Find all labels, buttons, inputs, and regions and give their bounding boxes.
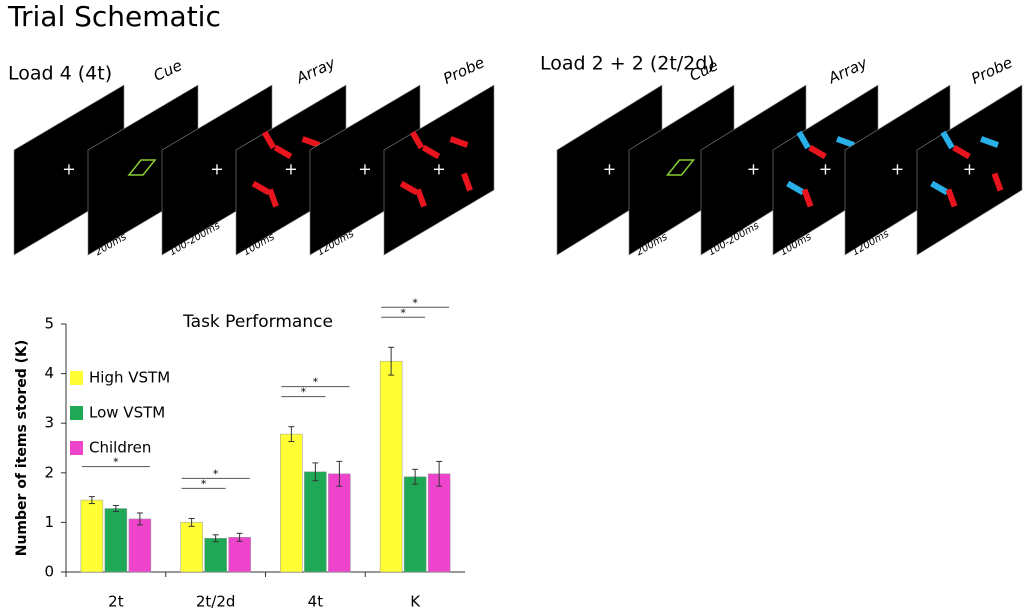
schematic-label: Load 4 (4t) [8, 63, 112, 85]
bar [129, 519, 151, 572]
legend-swatch [70, 406, 83, 420]
y-tick-label: 2 [44, 463, 54, 481]
significance-label: * [400, 306, 406, 319]
legend-label: Low VSTM [89, 404, 165, 422]
figure: Trial Schematic Load 4 (4t) Load 2 + 2 (… [0, 0, 1026, 611]
frame-label: Probe [968, 53, 1015, 88]
legend-swatch [70, 441, 83, 455]
bar [380, 361, 402, 572]
bar [181, 522, 203, 572]
frame-label: Probe [440, 53, 487, 88]
x-tick-label: 2t [108, 593, 124, 611]
y-tick-label: 3 [44, 414, 54, 432]
significance-label: * [201, 477, 207, 490]
fixation: + [819, 160, 832, 179]
bar [205, 538, 227, 572]
fixation: + [891, 160, 904, 179]
y-tick-label: 5 [44, 315, 54, 333]
y-tick-label: 1 [44, 513, 54, 531]
legend-label: Children [89, 439, 151, 457]
chart-title: Task Performance [182, 312, 333, 332]
bar [105, 509, 127, 572]
frame-label: Array [293, 53, 339, 87]
fixation: + [358, 160, 371, 179]
bar [304, 472, 326, 572]
fixation: + [963, 160, 976, 179]
fixation: + [747, 160, 760, 179]
bar [280, 434, 302, 572]
x-tick-label: 4t [308, 593, 324, 611]
fixation: + [62, 160, 75, 179]
significance-label: * [412, 296, 418, 309]
significance-label: * [213, 467, 219, 480]
frame-label: Array [825, 53, 871, 87]
figure-title: Trial Schematic [7, 0, 221, 33]
bar [81, 500, 103, 572]
legend-label: High VSTM [89, 369, 170, 387]
y-axis-label: Number of items stored (K) [14, 340, 30, 557]
fixation: + [210, 160, 223, 179]
significance-label: * [313, 376, 319, 389]
fixation: + [603, 160, 616, 179]
y-tick-label: 4 [44, 364, 54, 382]
y-tick-label: 0 [44, 563, 54, 581]
fixation: + [284, 160, 297, 179]
bar [404, 477, 426, 572]
x-tick-label: 2t/2d [196, 593, 236, 611]
legend-swatch [70, 371, 83, 385]
x-tick-label: K [410, 593, 421, 611]
frame-label: Cue [151, 56, 185, 85]
bar [229, 537, 251, 572]
significance-label: * [301, 386, 307, 399]
significance-label: * [113, 456, 119, 469]
bar [428, 474, 450, 572]
fixation: + [432, 160, 445, 179]
bar [328, 474, 350, 572]
